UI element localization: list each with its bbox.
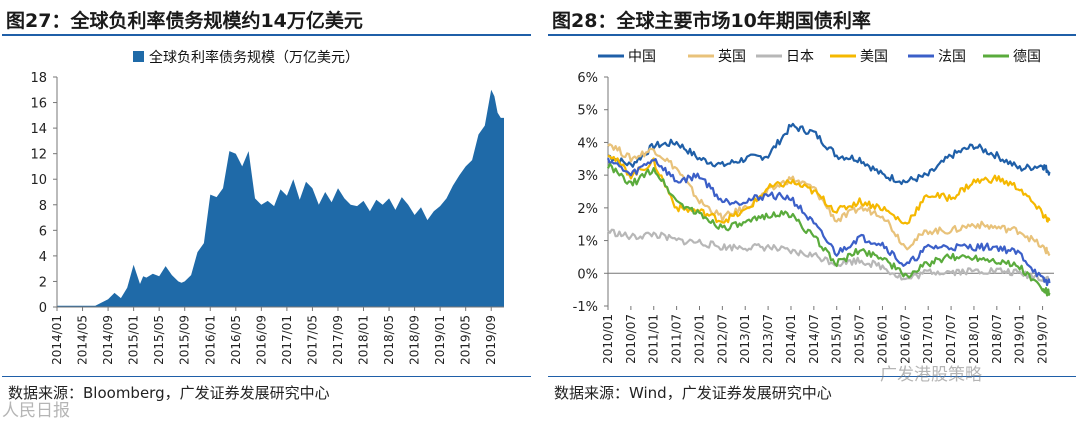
x-tick-label: 2016/09: [254, 315, 268, 365]
legend-label-1: 中国: [628, 49, 656, 65]
x-tick-label: 2014/09: [101, 315, 115, 365]
right-chart-title: 图28：全球主要市场10年期国债利率: [552, 10, 871, 32]
legend-label: 全球负利率债务规模（万亿美元）: [149, 49, 359, 66]
x-tick-label: 2016/01: [875, 314, 889, 364]
y-tick-label: 2: [39, 275, 47, 290]
series-line-4: [607, 154, 1051, 225]
x-tick-label: 2013/07: [761, 314, 775, 364]
x-tick-label: 2012/07: [715, 314, 729, 364]
y-tick-label: 5%: [577, 104, 598, 119]
x-tick-label: 2014/07: [807, 314, 821, 364]
x-tick-label: 2011/01: [647, 314, 661, 364]
x-tick-label: 2017/01: [280, 315, 294, 365]
x-tick-label: 2014/05: [76, 315, 90, 365]
y-tick-label: 14: [30, 122, 47, 137]
x-tick-label: 2015/05: [152, 315, 166, 365]
right-title-rule: [548, 34, 1076, 36]
x-tick-label: 2018/01: [967, 314, 981, 364]
x-tick-label: 2018/09: [408, 315, 422, 365]
y-tick-label: 6: [39, 224, 47, 239]
y-tick-label: 3%: [577, 169, 598, 184]
x-tick-label: 2017/01: [921, 314, 935, 364]
legend-label-5: 法国: [938, 49, 966, 65]
y-tick-label: 0%: [577, 267, 598, 282]
x-tick-label: 2019/01: [433, 315, 447, 365]
y-tick-label: 0: [39, 301, 47, 316]
x-tick-label: 2015/01: [127, 315, 141, 365]
bond-yield-chart: 中国 英国 日本 美国 法国 德国 -1% 0% 1% 2% 3% 4% 5% 6% 2010/01 2010…: [573, 48, 1054, 364]
negative-yield-debt-chart: 全球负利率债务规模（万亿美元） 0 2 4 6 8 10 12 14 16 18 2014/01 201…: [30, 49, 504, 365]
left-chart-panel: 图27：全球负利率债务规模约14万亿美元 全球负利率债务规模（万亿美元） 0 2 4 6…: [0, 0, 535, 421]
right-watermark: 广发港股策略: [880, 365, 982, 385]
x-tick-label: 2015/07: [853, 314, 867, 364]
left-footer-rule: [2, 376, 531, 377]
x-tick-label: 2019/05: [459, 315, 473, 365]
x-tick-label: 2017/09: [331, 315, 345, 365]
x-tick-label: 2018/05: [382, 315, 396, 365]
x-tick-label: 2013/01: [738, 314, 752, 364]
y-tick-label: 10: [30, 173, 47, 188]
y-tick-label: 6%: [577, 71, 598, 86]
legend-swatch: [133, 51, 144, 62]
x-tick-label: 2014/01: [784, 314, 798, 364]
y-tick-label: 4%: [577, 136, 598, 151]
right-source-note: 数据来源：Wind，广发证券发展研究中心: [554, 384, 832, 402]
y-tick-label: 2%: [577, 202, 598, 217]
left-chart-title: 图27：全球负利率债务规模约14万亿美元: [6, 10, 363, 32]
x-tick-label: 2012/01: [692, 314, 706, 364]
x-tick-label: 2018/07: [990, 314, 1004, 364]
legend-label-6: 德国: [1013, 49, 1041, 65]
left-title-rule: [2, 34, 531, 36]
left-watermark: 人民日报: [2, 401, 70, 421]
debt-area-series: [57, 89, 504, 307]
x-tick-label: 2016/05: [229, 315, 243, 365]
y-tick-label: 16: [30, 97, 47, 112]
x-tick-label: 2019/01: [1013, 314, 1027, 364]
y-tick-label: 1%: [577, 235, 598, 250]
x-tick-label: 2016/07: [898, 314, 912, 364]
x-tick-label: 2019/07: [1036, 314, 1050, 364]
legend-label-4: 美国: [860, 49, 888, 65]
x-tick-label: 2017/05: [305, 315, 319, 365]
legend-label-3: 日本: [786, 49, 814, 65]
series-line-1: [607, 122, 1051, 186]
y-tick-label: 12: [30, 148, 47, 163]
series-line-6: [606, 163, 1051, 297]
y-tick-label: 8: [39, 199, 47, 214]
series-line-3: [607, 228, 1050, 284]
x-tick-label: 2011/07: [670, 314, 684, 364]
right-chart-panel: 图28：全球主要市场10年期国债利率 中国 英国 日本 美国 法国 德国 -1% 0% 1% 2%…: [546, 0, 1080, 417]
x-tick-label: 2019/09: [484, 315, 498, 365]
x-tick-label: 2014/01: [50, 315, 64, 365]
y-tick-label: 18: [30, 71, 47, 86]
x-tick-label: 2018/01: [357, 315, 371, 365]
y-tick-label: -1%: [573, 300, 598, 315]
series-line-5: [606, 157, 1051, 287]
x-tick-label: 2010/01: [601, 314, 615, 364]
x-tick-label: 2015/01: [830, 314, 844, 364]
x-tick-label: 2016/01: [203, 315, 217, 365]
x-tick-label: 2017/07: [944, 314, 958, 364]
right-footer-rule: [548, 376, 1076, 377]
x-tick-label: 2010/07: [624, 314, 638, 364]
legend-label-2: 英国: [718, 48, 746, 65]
left-source-note: 数据来源：Bloomberg，广发证券发展研究中心: [8, 384, 330, 402]
y-tick-label: 4: [39, 250, 47, 265]
x-tick-label: 2015/09: [178, 315, 192, 365]
